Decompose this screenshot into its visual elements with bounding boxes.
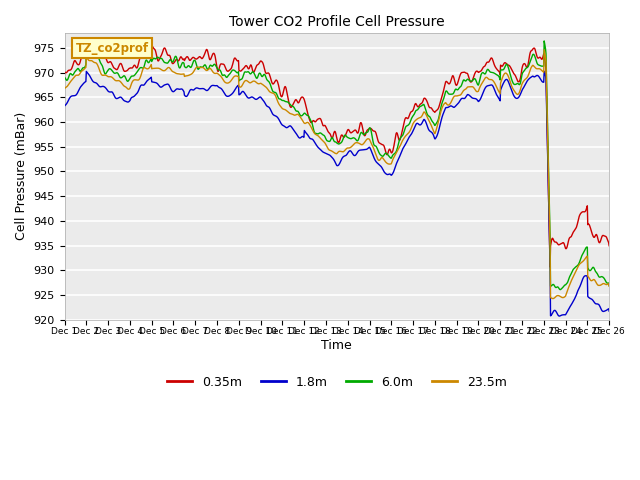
Text: TZ_co2prof: TZ_co2prof — [76, 42, 148, 55]
Legend: 0.35m, 1.8m, 6.0m, 23.5m: 0.35m, 1.8m, 6.0m, 23.5m — [162, 371, 512, 394]
Title: Tower CO2 Profile Cell Pressure: Tower CO2 Profile Cell Pressure — [229, 15, 445, 29]
X-axis label: Time: Time — [321, 339, 352, 352]
Y-axis label: Cell Pressure (mBar): Cell Pressure (mBar) — [15, 112, 28, 240]
